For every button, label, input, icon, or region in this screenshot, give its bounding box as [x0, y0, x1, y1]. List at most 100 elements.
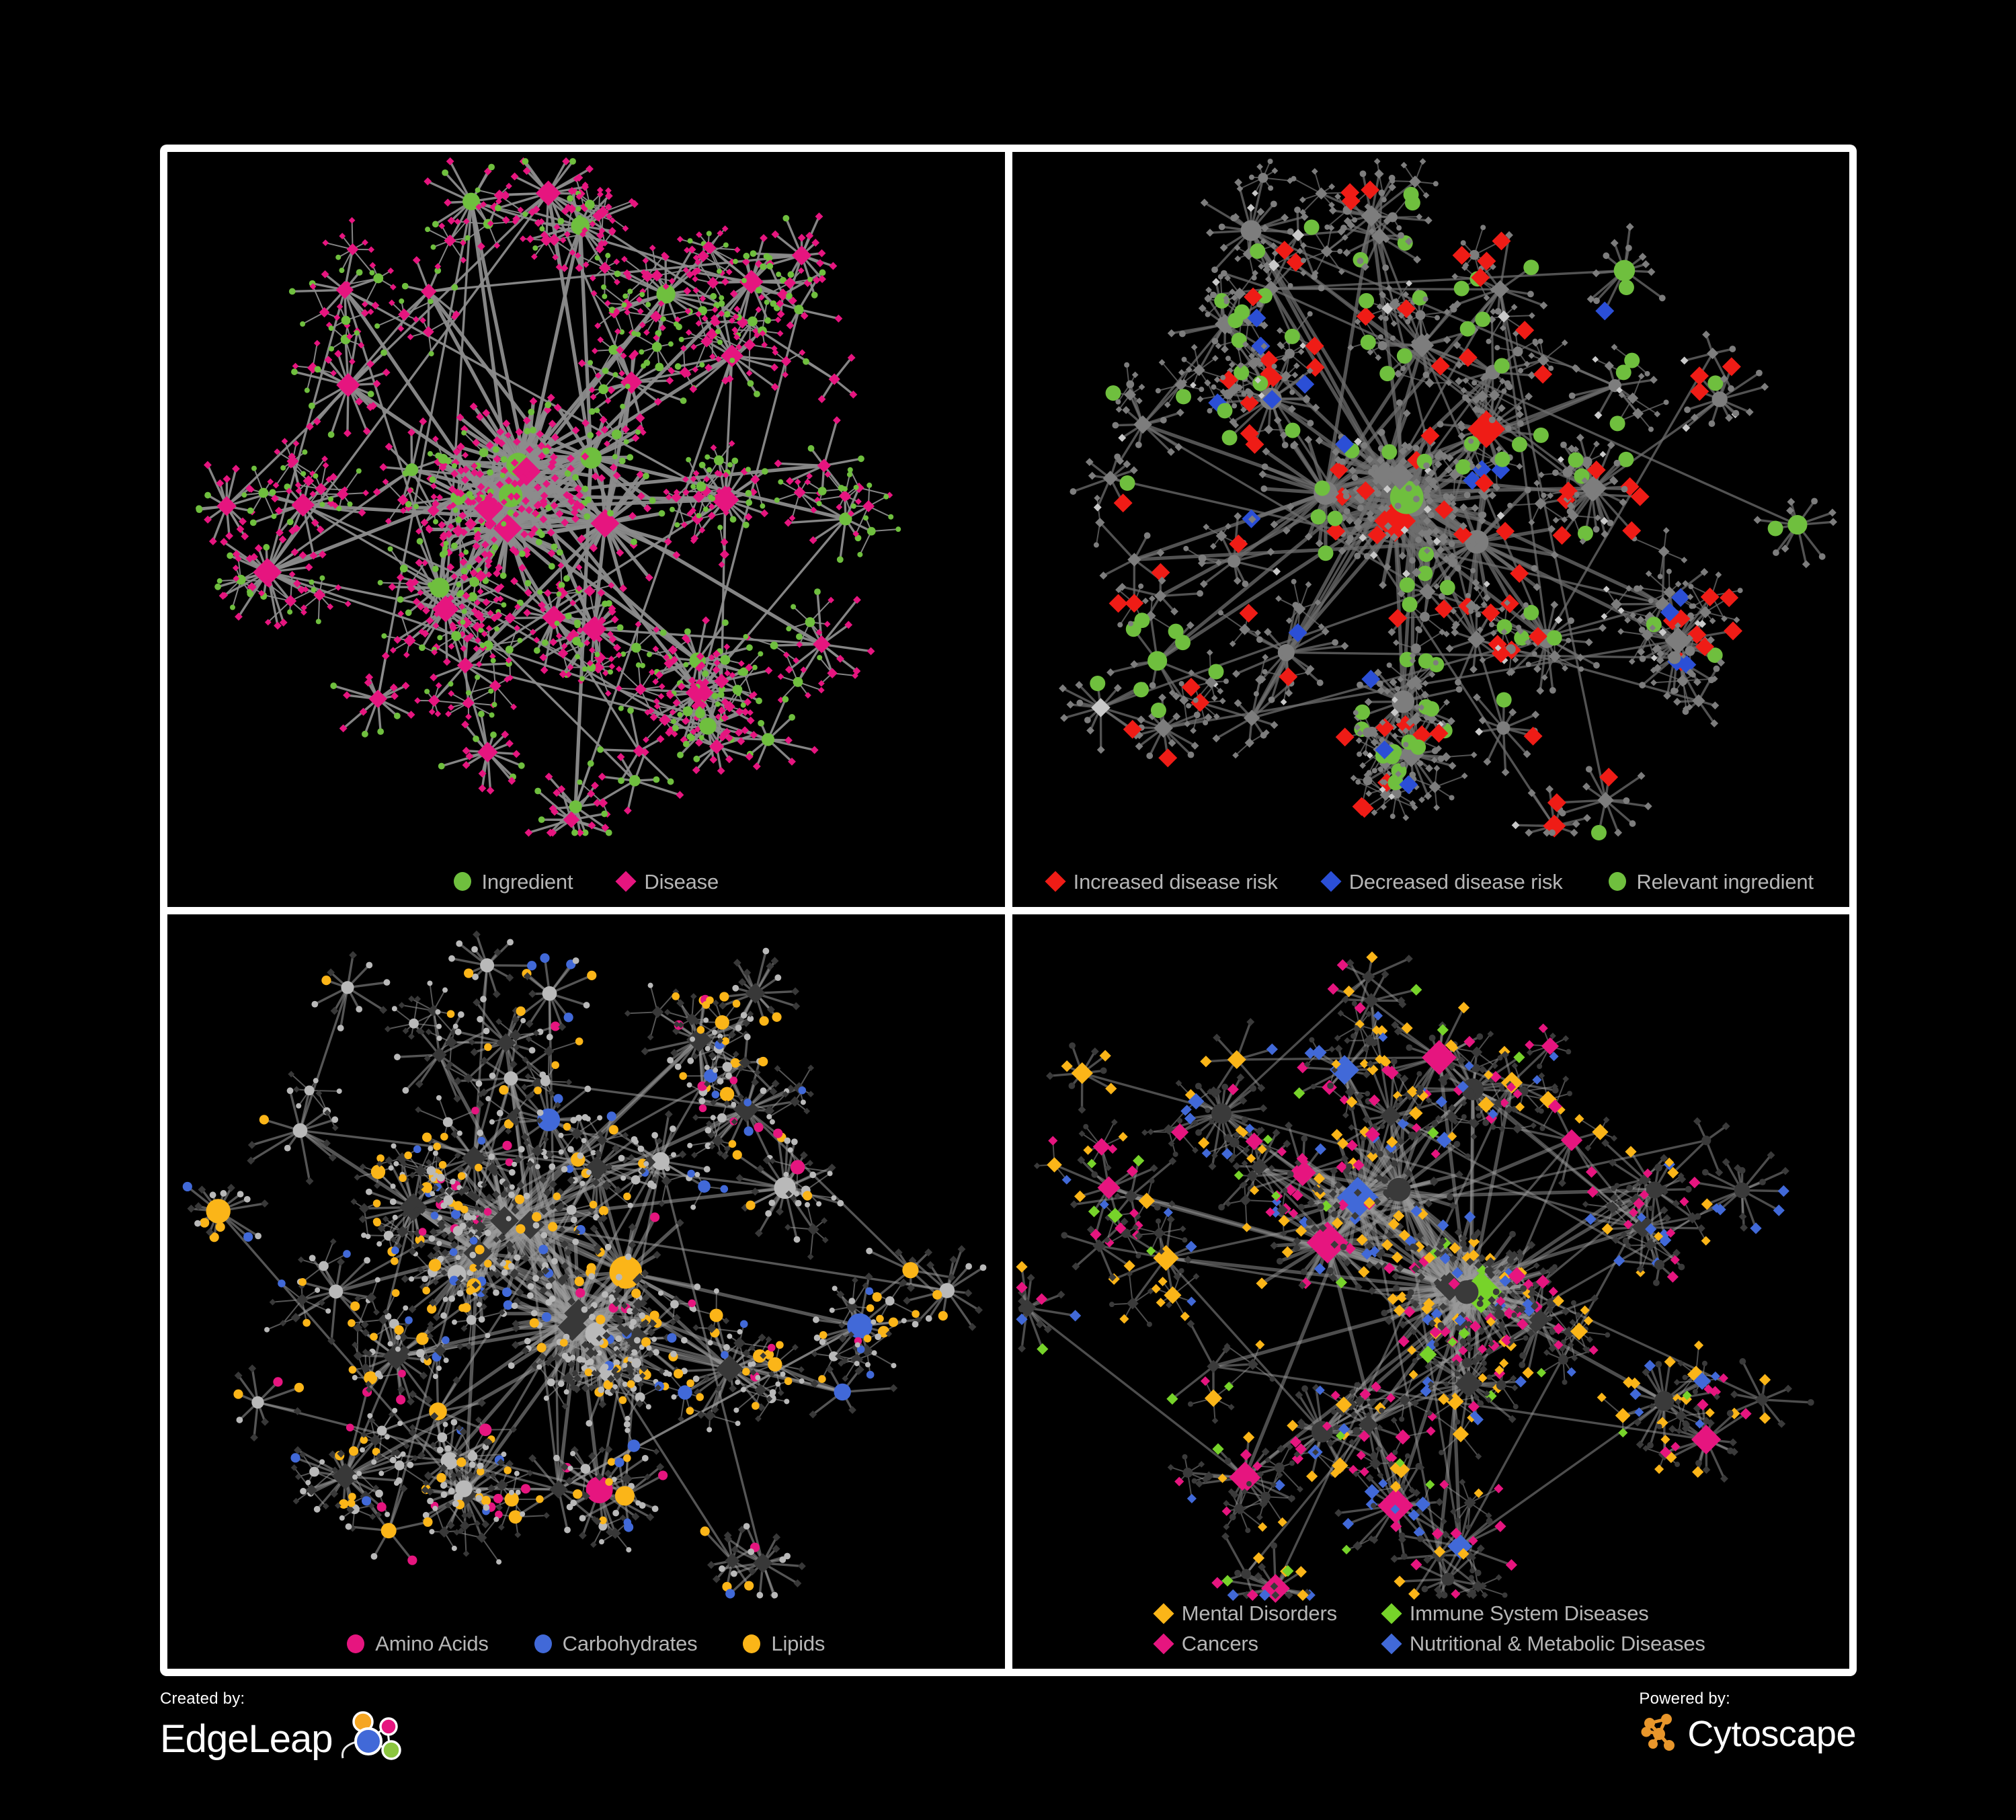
network-node[interactable] — [1496, 619, 1512, 635]
network-node[interactable] — [604, 192, 613, 200]
network-node[interactable] — [1423, 333, 1430, 340]
network-node[interactable] — [467, 1214, 473, 1220]
network-node[interactable] — [597, 1115, 603, 1121]
network-node[interactable] — [791, 604, 797, 610]
network-node[interactable] — [187, 1204, 196, 1213]
network-node[interactable] — [1474, 1569, 1482, 1576]
network-node[interactable] — [567, 454, 575, 463]
network-node[interactable] — [561, 1261, 569, 1270]
network-node[interactable] — [490, 658, 496, 664]
network-node[interactable] — [1404, 1244, 1412, 1251]
network-node[interactable] — [1664, 1355, 1676, 1368]
network-node[interactable] — [807, 1064, 815, 1071]
network-node[interactable] — [1437, 1392, 1449, 1405]
network-node[interactable] — [1442, 493, 1449, 500]
network-node[interactable] — [397, 596, 404, 603]
network-node[interactable] — [1500, 594, 1519, 613]
network-node[interactable] — [401, 282, 409, 290]
network-node[interactable] — [1243, 287, 1262, 307]
network-node[interactable] — [1399, 577, 1415, 593]
network-node[interactable] — [1260, 485, 1267, 492]
network-node[interactable] — [495, 1510, 503, 1518]
network-node[interactable] — [491, 544, 499, 551]
network-node[interactable] — [1291, 229, 1304, 241]
network-node[interactable] — [553, 1353, 561, 1362]
network-node[interactable] — [1484, 1347, 1493, 1355]
network-node[interactable] — [485, 571, 493, 578]
network-node[interactable] — [688, 1299, 696, 1307]
network-node[interactable] — [687, 1142, 693, 1148]
network-node[interactable] — [1656, 1423, 1662, 1429]
network-node[interactable] — [1470, 268, 1490, 287]
network-node[interactable] — [269, 1298, 276, 1306]
network-node[interactable] — [273, 1376, 283, 1386]
network-node[interactable] — [388, 1164, 394, 1171]
network-node[interactable] — [512, 511, 520, 518]
network-node[interactable] — [1371, 809, 1377, 816]
network-node[interactable] — [1241, 1488, 1248, 1495]
network-node[interactable] — [1300, 258, 1306, 264]
network-node[interactable] — [718, 733, 727, 742]
network-node[interactable] — [1178, 1267, 1184, 1273]
network-node[interactable] — [1378, 581, 1387, 590]
network-node[interactable] — [1383, 315, 1389, 321]
network-node[interactable] — [484, 1437, 493, 1446]
network-node[interactable] — [1423, 701, 1439, 717]
network-node[interactable] — [456, 442, 465, 450]
legend-item-relevant-ingredient[interactable]: Relevant ingredient — [1608, 871, 1814, 892]
network-node[interactable] — [520, 1017, 526, 1023]
network-node[interactable] — [1398, 551, 1406, 560]
network-node[interactable] — [430, 1190, 436, 1196]
network-node[interactable] — [636, 470, 645, 479]
network-node[interactable] — [1380, 476, 1387, 483]
network-node[interactable] — [450, 543, 458, 549]
network-node[interactable] — [1058, 684, 1067, 693]
network-node[interactable] — [1495, 1296, 1505, 1306]
network-node[interactable] — [558, 1132, 564, 1138]
network-node[interactable] — [1713, 1393, 1720, 1400]
network-node[interactable] — [885, 1296, 895, 1306]
network-node[interactable] — [842, 1374, 849, 1382]
network-node[interactable] — [1582, 1345, 1589, 1352]
network-node[interactable] — [745, 467, 751, 473]
network-node[interactable] — [903, 1296, 912, 1305]
network-node[interactable] — [401, 1274, 409, 1283]
network-node[interactable] — [1291, 579, 1297, 585]
network-node[interactable] — [370, 1552, 378, 1560]
network-node[interactable] — [592, 1382, 599, 1390]
network-node[interactable] — [1242, 1431, 1254, 1443]
network-node[interactable] — [1523, 360, 1530, 368]
network-node[interactable] — [452, 1500, 459, 1507]
network-node[interactable] — [717, 339, 723, 345]
network-node[interactable] — [1387, 465, 1396, 473]
network-node[interactable] — [1070, 1199, 1078, 1208]
network-node[interactable] — [1518, 1361, 1525, 1368]
network-node[interactable] — [1469, 1320, 1481, 1333]
network-node[interactable] — [534, 1086, 542, 1095]
network-node[interactable] — [532, 1274, 539, 1281]
network-node[interactable] — [1547, 365, 1554, 371]
network-node[interactable] — [1380, 1309, 1387, 1316]
network-node[interactable] — [396, 573, 405, 582]
network-node[interactable] — [305, 422, 314, 431]
network-node[interactable] — [704, 1126, 712, 1134]
network-node[interactable] — [807, 445, 815, 452]
network-node[interactable] — [286, 518, 294, 526]
network-node[interactable] — [344, 280, 351, 288]
network-node[interactable] — [235, 574, 246, 585]
network-node[interactable] — [1802, 560, 1810, 569]
network-node[interactable] — [1433, 181, 1439, 187]
network-node[interactable] — [668, 341, 674, 347]
network-node[interactable] — [396, 1394, 406, 1404]
network-node[interactable] — [560, 1239, 569, 1248]
network-node[interactable] — [690, 475, 697, 483]
network-node[interactable] — [387, 1341, 393, 1347]
network-node[interactable] — [1474, 1488, 1484, 1498]
network-node[interactable] — [510, 172, 519, 181]
network-node[interactable] — [444, 198, 452, 207]
network-node[interactable] — [475, 637, 481, 644]
network-node[interactable] — [686, 1082, 692, 1088]
network-node[interactable] — [572, 474, 579, 481]
network-node[interactable] — [430, 1211, 439, 1220]
network-node[interactable] — [1546, 630, 1562, 646]
